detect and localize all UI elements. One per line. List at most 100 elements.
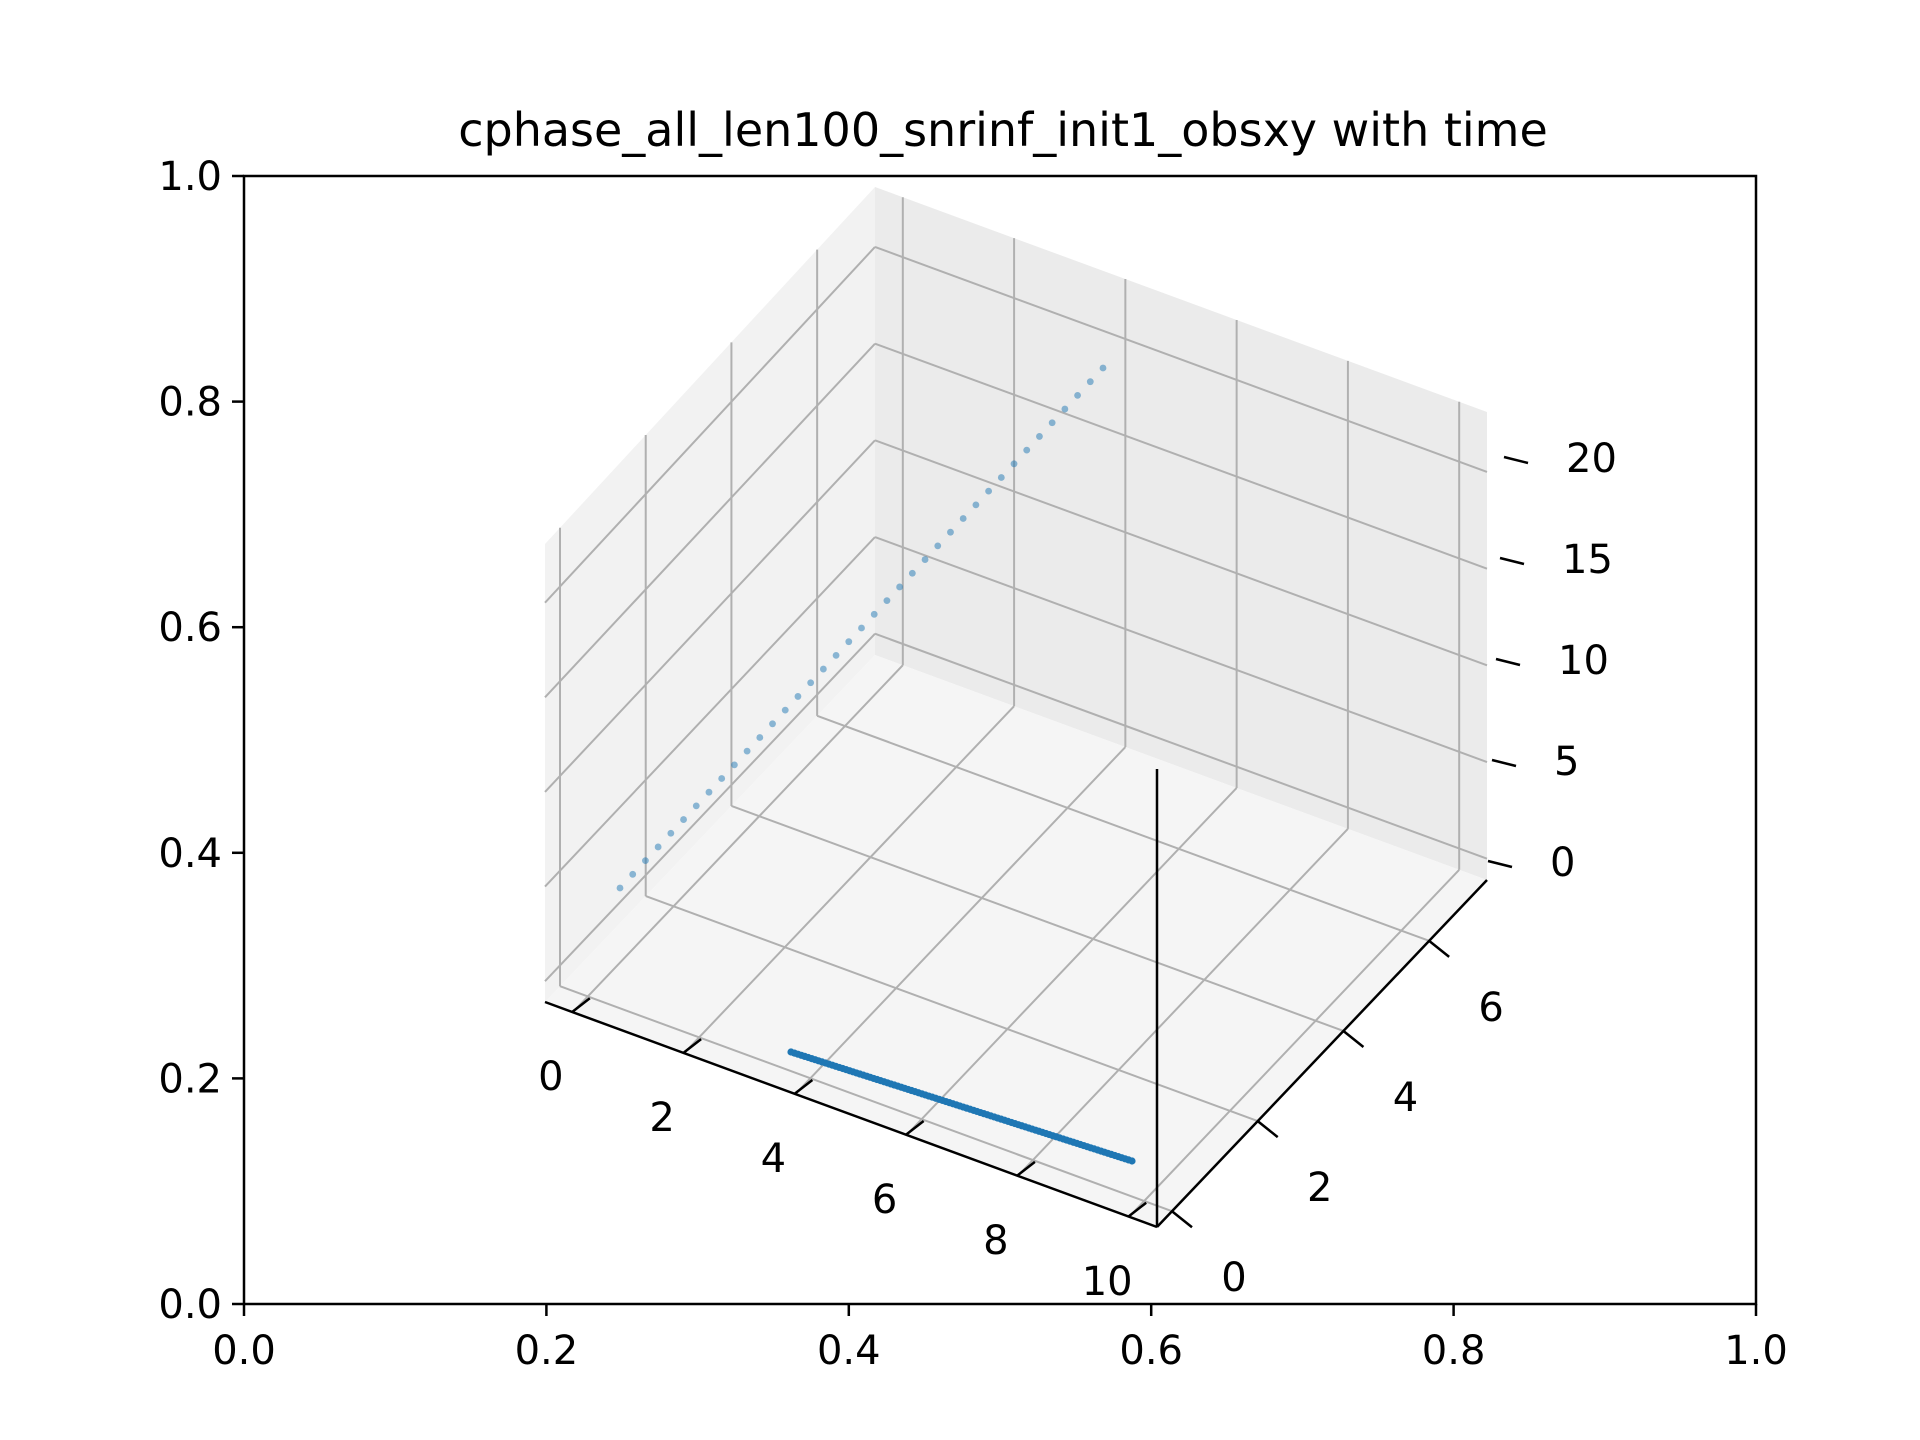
data-point-faded (705, 788, 713, 796)
data-point-faded (1023, 446, 1031, 454)
data-point-faded (870, 610, 878, 618)
y-tick-label: 6 (1478, 985, 1503, 1031)
data-point-faded (769, 720, 776, 728)
data-point-faded (959, 515, 967, 522)
data-point-faded (934, 542, 942, 550)
grid-z-back (874, 536, 1488, 763)
data-point-faded (972, 501, 980, 509)
grid-x-floor (1128, 869, 1460, 1218)
data-point-faded (730, 761, 738, 769)
z-tick-label: 20 (1566, 436, 1617, 482)
y-tick-label: 2 (1307, 1165, 1332, 1211)
y-axis-line (1156, 879, 1488, 1228)
data-point-faded (718, 775, 726, 782)
y-tick (1342, 1029, 1365, 1048)
x-tick-label: 0 (538, 1054, 563, 1100)
x-tick-label: 4 (761, 1136, 786, 1182)
x-tick-label: 10 (1082, 1259, 1133, 1305)
outer-y-tick-label: 0.8 (158, 380, 222, 426)
x-tick (1127, 1201, 1147, 1218)
data-point-faded (845, 638, 853, 646)
outer-y-tick-label: 1.0 (158, 154, 222, 200)
grid-z-left (544, 246, 876, 604)
data-point-faded (692, 802, 700, 810)
grid-y-floor (645, 895, 1259, 1123)
grid-y-floor (559, 985, 1173, 1213)
z-tick (1495, 657, 1521, 667)
grid-z-left (544, 633, 876, 982)
grid-x-floor (683, 705, 1015, 1054)
outer-x-tick-label: 0.4 (817, 1328, 881, 1374)
outer-y-tick-label: 0.4 (158, 831, 222, 877)
x-tick (682, 1038, 702, 1055)
data-point-faded (654, 843, 662, 851)
x-tick-label: 8 (983, 1218, 1008, 1264)
x-tick (571, 997, 591, 1014)
pane-floor (545, 655, 1487, 1227)
x-axis-line (544, 1000, 1158, 1229)
data-point-faded (883, 597, 891, 605)
data-point-faded (858, 624, 865, 632)
data-point-faded (1048, 419, 1056, 427)
data-point-faded (985, 487, 993, 495)
grid-z-back (874, 342, 1488, 570)
data-point-faded (921, 556, 929, 563)
grid-y-floor (731, 805, 1344, 1032)
outer-x-tick-label: 0.6 (1119, 1328, 1183, 1374)
grid-x-floor (572, 664, 904, 1013)
axes3d: 0 2 4 6 8 10 0 2 4 6 0 5 10 15 20 (538, 187, 1617, 1305)
z-tick (1503, 455, 1529, 465)
data-point-faded (756, 734, 764, 741)
y-tick-label: 0 (1221, 1255, 1246, 1301)
data-point-faded (1074, 391, 1081, 399)
grid-x-floor (794, 746, 1127, 1095)
data-point-faded (807, 679, 815, 687)
z-tick (1487, 859, 1513, 869)
grid-z-left (544, 536, 876, 888)
grid-z-back (874, 246, 1488, 473)
outer-y-tick-label: 0.6 (158, 605, 222, 651)
z-tick-label: 15 (1562, 537, 1613, 583)
data-point-faded (1099, 364, 1107, 372)
outer-frame (242, 174, 1758, 1306)
z-tick-label: 5 (1554, 739, 1579, 785)
z-tick (1491, 758, 1517, 768)
outer-x-tick-label: 0.0 (212, 1328, 276, 1374)
data-point-faded (1086, 378, 1094, 386)
x-tick-label: 6 (872, 1177, 897, 1223)
grid-z-left (544, 439, 876, 793)
data-point-faded (781, 706, 789, 714)
grid-z-left (544, 342, 876, 698)
data-point-faded (1061, 405, 1069, 413)
y-tick (1256, 1120, 1279, 1139)
z-tick-label: 0 (1550, 840, 1575, 886)
data-point-faded (642, 857, 649, 865)
data-point-faded (997, 474, 1005, 481)
grid-z-back (874, 632, 1488, 860)
y-tick (1171, 1210, 1193, 1229)
chart-title: cphase_all_len100_snrinf_init1_obsxy wit… (458, 103, 1548, 157)
data-point-faded (629, 870, 637, 878)
outer-y-tick-label: 0.0 (158, 1282, 222, 1328)
y-tick (1428, 939, 1450, 958)
data-point-faded (1036, 433, 1043, 440)
outer-x-tick-label: 0.2 (515, 1328, 579, 1374)
z-tick-label: 10 (1558, 638, 1609, 684)
grid-x-floor (1017, 828, 1349, 1177)
data-point-faded (819, 665, 827, 673)
data-point-faded (743, 747, 751, 755)
data-point-faded (908, 569, 916, 577)
data-points (616, 364, 1136, 1165)
z-tick (1499, 556, 1525, 566)
data-point-faded (794, 693, 802, 700)
x-tick (1016, 1160, 1036, 1177)
data-point (1128, 1157, 1136, 1165)
grid-y-floor (816, 714, 1430, 942)
y-tick-label: 4 (1393, 1075, 1418, 1121)
grid-x-floor (905, 787, 1238, 1136)
data-point-faded (616, 884, 624, 892)
outer-axes: 0.0 0.2 0.4 0.6 0.8 1.0 0.0 0.2 0.4 0.6 0.8 1.0 (158, 154, 1787, 1374)
data-point-faded (680, 816, 687, 823)
data-point-faded (947, 528, 954, 536)
